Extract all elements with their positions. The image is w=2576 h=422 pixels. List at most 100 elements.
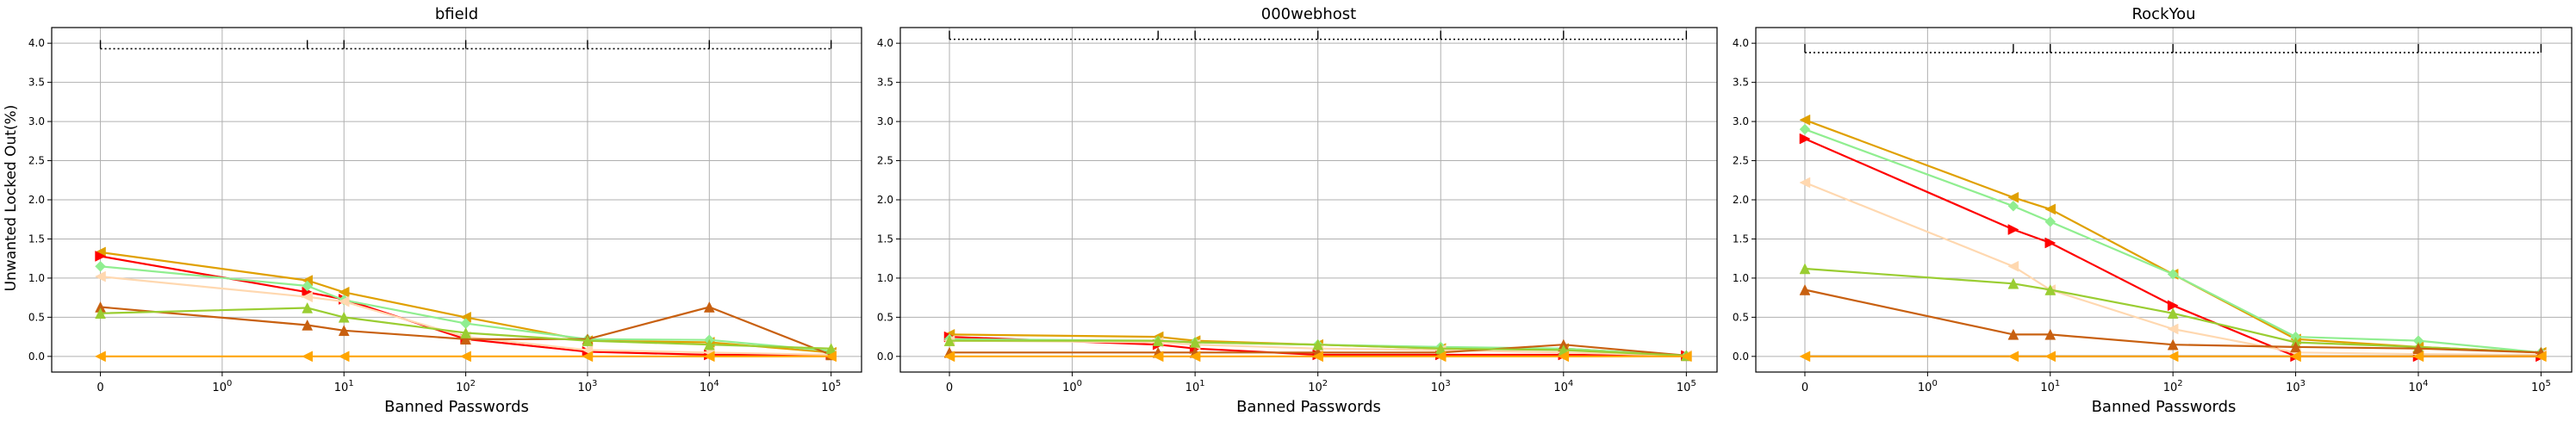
x-tick-label: 0 bbox=[946, 382, 953, 394]
x-tick-label: 103 bbox=[577, 379, 597, 394]
data-point bbox=[338, 295, 350, 307]
data-point bbox=[1799, 177, 1811, 189]
data-point bbox=[2007, 351, 2019, 363]
data-point bbox=[825, 351, 837, 363]
data-point bbox=[703, 351, 715, 363]
data-point bbox=[1152, 335, 1164, 346]
y-tick-label: 1.5 bbox=[1733, 233, 1749, 245]
figure-ylabel: Unwanted Locked Out(%) bbox=[3, 105, 20, 292]
data-point bbox=[2044, 283, 2056, 295]
y-tick-label: 1.0 bbox=[28, 272, 45, 284]
x-tick-label: 0 bbox=[96, 382, 103, 394]
y-tick-label: 2.5 bbox=[1733, 155, 1749, 167]
data-point bbox=[1152, 351, 1164, 363]
chart-panel-2: RockYou 0.0 0.5 1.0 1.5 2.0 2.5 3.0 3.5 4.0 0 100 10… bbox=[1733, 5, 2573, 416]
x-tick-label: 104 bbox=[700, 379, 719, 394]
y-tick-label: 0.0 bbox=[877, 351, 893, 363]
data-point bbox=[1434, 351, 1447, 363]
plot-frame bbox=[51, 27, 862, 373]
data-point bbox=[2007, 277, 2019, 289]
x-tick-label: 101 bbox=[1185, 379, 1205, 394]
data-point bbox=[1312, 338, 1324, 351]
data-point bbox=[460, 351, 471, 363]
data-point bbox=[1799, 123, 1811, 135]
y-tick-label: 3.0 bbox=[877, 115, 893, 127]
data-point bbox=[2007, 224, 2019, 235]
data-point bbox=[1558, 351, 1570, 363]
x-tick-label: 103 bbox=[2286, 379, 2305, 394]
y-tick-label: 0.0 bbox=[1733, 351, 1749, 363]
y-tick-label: 1.0 bbox=[877, 272, 893, 284]
y-tick-label: 0.5 bbox=[877, 311, 893, 323]
data-point bbox=[460, 333, 472, 345]
y-tick-label: 3.0 bbox=[1733, 115, 1749, 127]
y-tick-label: 1.0 bbox=[1733, 272, 1749, 284]
x-tick-label: 101 bbox=[334, 379, 354, 394]
data-point bbox=[1680, 351, 1692, 363]
data-point bbox=[2044, 237, 2056, 249]
data-point bbox=[2167, 307, 2179, 320]
x-axis-label: Banned Passwords bbox=[384, 398, 529, 416]
data-point bbox=[94, 351, 106, 363]
data-point bbox=[2044, 216, 2056, 227]
y-tick-label: 4.0 bbox=[1733, 37, 1749, 49]
data-point bbox=[2412, 351, 2424, 363]
data-point bbox=[302, 301, 314, 313]
data-point bbox=[460, 326, 472, 338]
data-point bbox=[943, 335, 955, 346]
x-tick-label: 100 bbox=[212, 379, 232, 394]
y-tick-label: 2.0 bbox=[1733, 194, 1749, 206]
y-tick-label: 4.0 bbox=[877, 37, 893, 49]
data-point bbox=[1189, 351, 1201, 363]
y-tick-label: 3.0 bbox=[28, 115, 45, 127]
data-point bbox=[1799, 114, 1811, 126]
chart-panel-0: bfield 0.0 0.5 1.0 1.5 2.0 2.5 3.0 3.5 4.0 0 100 101… bbox=[28, 5, 862, 416]
data-point bbox=[2535, 351, 2547, 363]
data-point bbox=[95, 307, 106, 320]
x-tick-label: 104 bbox=[1553, 379, 1573, 394]
x-axis-label: Banned Passwords bbox=[1236, 398, 1381, 416]
y-tick-label: 3.5 bbox=[877, 77, 893, 89]
y-tick-label: 0.5 bbox=[1733, 311, 1749, 323]
chart-title: 000webhost bbox=[1261, 5, 1356, 23]
data-point bbox=[943, 351, 955, 363]
x-tick-label: 105 bbox=[821, 379, 841, 394]
data-point bbox=[95, 251, 107, 262]
x-tick-label: 105 bbox=[2531, 379, 2551, 394]
x-axis-label: Banned Passwords bbox=[2092, 398, 2237, 416]
data-point bbox=[338, 311, 350, 323]
data-point bbox=[1799, 351, 1811, 363]
data-point bbox=[1312, 351, 1323, 363]
x-tick-label: 102 bbox=[1308, 379, 1328, 394]
x-tick-label: 102 bbox=[2163, 379, 2183, 394]
y-tick-label: 1.5 bbox=[28, 233, 45, 245]
y-tick-label: 3.5 bbox=[28, 77, 45, 89]
data-point bbox=[2007, 200, 2019, 212]
x-tick-label: 105 bbox=[1677, 379, 1696, 394]
data-point bbox=[95, 260, 106, 272]
data-point bbox=[2007, 260, 2019, 272]
plot-frame bbox=[899, 27, 1718, 373]
chart-title: RockYou bbox=[2131, 5, 2195, 23]
data-point bbox=[2290, 351, 2301, 363]
y-tick-label: 2.0 bbox=[877, 194, 893, 206]
data-point bbox=[2167, 269, 2179, 280]
data-point bbox=[2167, 323, 2179, 335]
data-point bbox=[1799, 283, 1811, 295]
data-point bbox=[1799, 133, 1811, 145]
data-point bbox=[2167, 338, 2179, 351]
data-point bbox=[338, 325, 350, 337]
x-tick-label: 104 bbox=[2409, 379, 2429, 394]
data-point bbox=[1799, 263, 1811, 275]
data-point bbox=[703, 338, 715, 351]
data-point bbox=[582, 335, 594, 346]
data-point bbox=[2044, 328, 2056, 340]
x-tick-label: 103 bbox=[1431, 379, 1451, 394]
data-point bbox=[302, 351, 313, 363]
x-tick-label: 102 bbox=[456, 379, 476, 394]
data-point bbox=[1189, 336, 1201, 348]
y-tick-label: 4.0 bbox=[28, 37, 45, 49]
x-tick-label: 100 bbox=[1918, 379, 1938, 394]
y-tick-label: 2.0 bbox=[28, 194, 45, 206]
